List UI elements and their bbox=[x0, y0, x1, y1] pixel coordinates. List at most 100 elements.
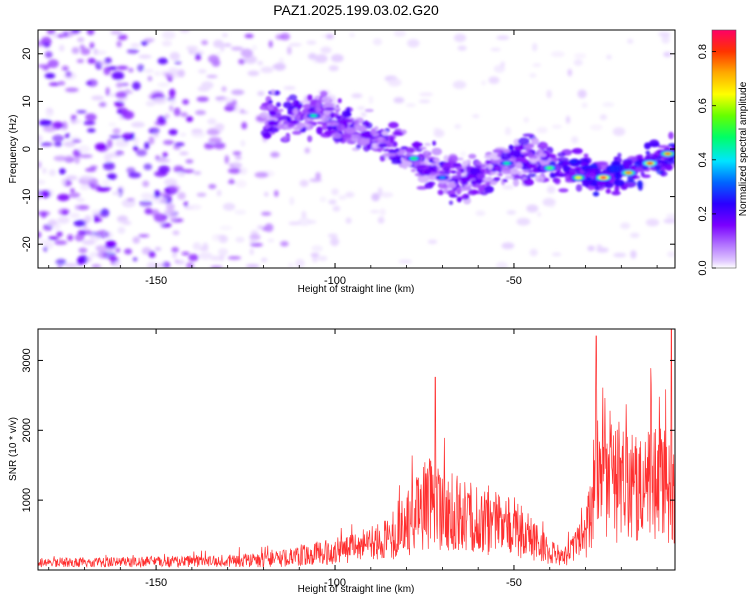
y-tick-label: -10 bbox=[21, 189, 33, 205]
heatmap-cell bbox=[443, 155, 450, 162]
heatmap-hotspot bbox=[646, 161, 653, 165]
heatmap-cell bbox=[280, 32, 291, 41]
heatmap-cell bbox=[66, 154, 72, 161]
heatmap-cell bbox=[208, 184, 217, 189]
heatmap-cell bbox=[261, 257, 268, 263]
heatmap-cell bbox=[249, 248, 254, 256]
heatmap-cell bbox=[38, 64, 52, 68]
heatmap-cell bbox=[115, 150, 124, 156]
heatmap-cell bbox=[221, 86, 227, 92]
heatmap-cell bbox=[382, 148, 390, 152]
x-tick-label: -50 bbox=[506, 577, 522, 589]
heatmap-cell bbox=[398, 259, 412, 264]
heatmap-cell bbox=[532, 63, 542, 67]
heatmap-cell bbox=[301, 108, 309, 115]
heatmap-cell bbox=[135, 149, 148, 157]
heatmap-cell bbox=[234, 209, 247, 215]
heatmap-cell bbox=[518, 137, 530, 146]
heatmap-cell bbox=[88, 183, 96, 187]
heatmap-cell bbox=[614, 179, 625, 186]
heatmap-cell bbox=[250, 243, 263, 247]
heatmap-cell bbox=[143, 38, 155, 43]
heatmap-cell bbox=[86, 229, 91, 236]
heatmap-cell bbox=[227, 168, 242, 174]
spectrogram-x-ticks: -150 -100 -50 bbox=[48, 30, 658, 287]
heatmap-cell bbox=[316, 126, 323, 135]
heatmap-cell bbox=[61, 128, 65, 132]
heatmap-cell bbox=[267, 238, 275, 243]
heatmap-cell bbox=[132, 236, 141, 244]
heatmap-cell bbox=[138, 54, 152, 59]
heatmap-cell bbox=[72, 139, 82, 143]
heatmap-cell bbox=[133, 145, 139, 152]
heatmap-cell bbox=[633, 160, 641, 168]
heatmap-cell bbox=[221, 33, 228, 37]
heatmap-cell bbox=[104, 57, 112, 64]
heatmap-cell bbox=[274, 190, 279, 197]
heatmap-cell bbox=[162, 30, 176, 40]
heatmap-cell bbox=[38, 134, 43, 143]
heatmap-cell bbox=[85, 167, 97, 172]
heatmap-cell bbox=[283, 86, 296, 90]
colorbar-tick-label: 0.2 bbox=[697, 206, 709, 221]
heatmap-cell bbox=[52, 134, 64, 142]
heatmap-cell bbox=[76, 59, 85, 63]
chart-title: PAZ1.2025.199.03.02.G20 bbox=[273, 2, 439, 18]
heatmap-cell bbox=[74, 155, 80, 164]
heatmap-cell bbox=[130, 43, 141, 48]
heatmap-cell bbox=[61, 178, 66, 186]
y-tick-label: 0 bbox=[21, 146, 33, 152]
heatmap-cell bbox=[565, 174, 572, 182]
heatmap-hotspot bbox=[575, 176, 582, 180]
heatmap-cell bbox=[128, 68, 134, 73]
heatmap-cell bbox=[396, 155, 402, 164]
heatmap-cell bbox=[340, 134, 352, 139]
heatmap-cell bbox=[448, 200, 454, 206]
heatmap-cell bbox=[227, 256, 242, 260]
heatmap-cell bbox=[209, 255, 223, 261]
heatmap-cell bbox=[56, 34, 65, 38]
heatmap-cell bbox=[410, 168, 416, 173]
heatmap-cell bbox=[79, 175, 94, 180]
heatmap-hotspot bbox=[664, 152, 671, 156]
heatmap-cell bbox=[232, 151, 242, 156]
heatmap-cell bbox=[327, 125, 332, 131]
heatmap-cell bbox=[663, 218, 675, 224]
heatmap-cell bbox=[289, 196, 295, 206]
heatmap-cell bbox=[338, 195, 347, 201]
heatmap-cell bbox=[163, 140, 175, 145]
heatmap-cell bbox=[180, 112, 188, 118]
heatmap-cell bbox=[315, 172, 321, 180]
heatmap-cell bbox=[104, 153, 112, 162]
heatmap-cell bbox=[162, 152, 168, 158]
heatmap-cell bbox=[360, 112, 367, 117]
heatmap-cell bbox=[345, 217, 352, 224]
heatmap-cell bbox=[140, 41, 148, 46]
heatmap-cell bbox=[262, 227, 268, 231]
heatmap-cell bbox=[549, 172, 555, 179]
heatmap-cell bbox=[502, 178, 508, 183]
heatmap-cell bbox=[534, 175, 545, 183]
heatmap-cell bbox=[609, 165, 621, 173]
heatmap-cell bbox=[377, 216, 385, 224]
heatmap-cell bbox=[108, 122, 117, 126]
heatmap-cell bbox=[660, 166, 667, 172]
heatmap-hotspot bbox=[503, 161, 510, 165]
heatmap-cell bbox=[133, 137, 140, 145]
heatmap-cell bbox=[550, 51, 565, 58]
heatmap-cell bbox=[552, 124, 562, 129]
heatmap-cell bbox=[126, 198, 135, 202]
heatmap-cell bbox=[441, 164, 451, 170]
heatmap-cell bbox=[622, 160, 634, 166]
heatmap-cell bbox=[327, 233, 338, 239]
heatmap-cell bbox=[481, 80, 486, 86]
heatmap-cell bbox=[43, 42, 51, 48]
colorbar-tick-label: 0.4 bbox=[697, 152, 709, 167]
heatmap-cell bbox=[532, 42, 538, 52]
heatmap-cell bbox=[58, 44, 65, 52]
heatmap-cell bbox=[537, 141, 548, 150]
heatmap-cell bbox=[493, 177, 501, 181]
heatmap-cell bbox=[278, 108, 284, 112]
heatmap-cell bbox=[87, 58, 96, 64]
heatmap-cell bbox=[419, 92, 434, 97]
